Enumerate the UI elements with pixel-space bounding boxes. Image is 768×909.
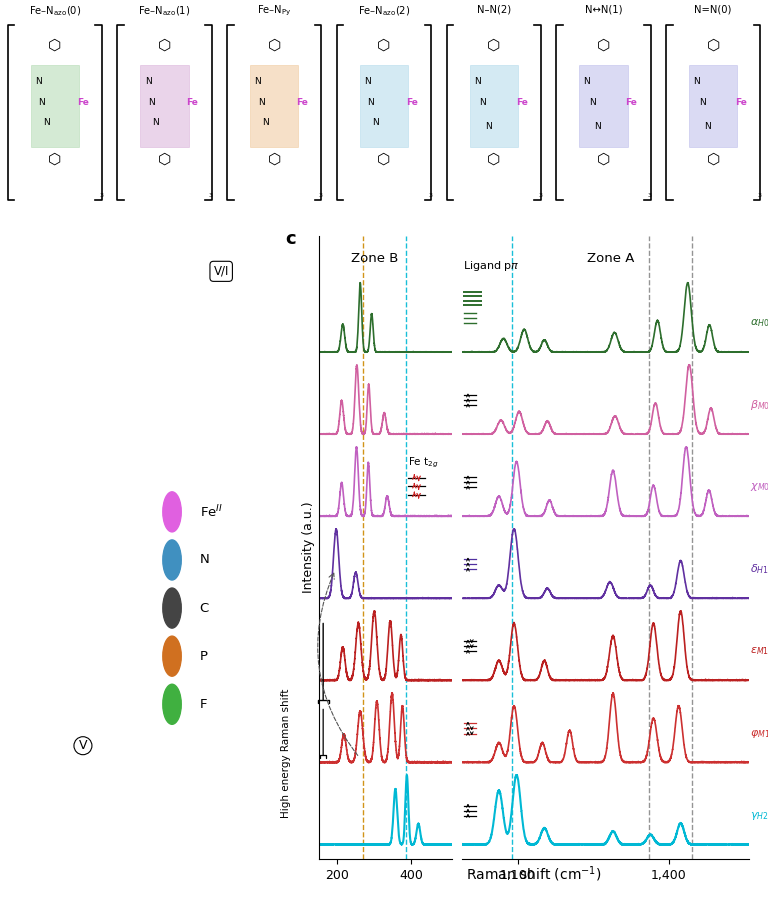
Text: $\beta_{M01}$: $\beta_{M01}$ [750,398,768,413]
Text: N: N [38,98,45,106]
Text: N: N [372,118,379,127]
Text: ⬡: ⬡ [487,152,501,167]
Text: $_3$: $_3$ [318,192,324,201]
Text: Fe: Fe [77,98,88,106]
Text: N: N [699,98,706,106]
Text: $\alpha_{H0}$: $\alpha_{H0}$ [750,317,768,329]
Text: High energy Raman shift: High energy Raman shift [281,688,292,818]
Text: N: N [589,98,596,106]
Text: Fe$^{II}$: Fe$^{II}$ [200,504,223,520]
Circle shape [163,492,181,532]
Text: Raman shift (cm$^{-1}$): Raman shift (cm$^{-1}$) [466,864,601,884]
Text: $\varepsilon_{M12}$: $\varepsilon_{M12}$ [750,645,768,657]
Circle shape [163,588,181,628]
Text: N: N [367,98,374,106]
Text: ⬡: ⬡ [267,152,281,167]
Text: ⬡: ⬡ [377,152,391,167]
Text: N: N [262,118,269,127]
Text: N: N [258,98,264,106]
Circle shape [163,540,181,580]
Text: $\chi_{M01}$: $\chi_{M01}$ [750,482,768,494]
Text: N: N [148,98,155,106]
Bar [689,65,737,147]
Text: Fe: Fe [625,98,637,106]
Text: Fe–N$_{\rm azo}$(0): Fe–N$_{\rm azo}$(0) [28,5,81,17]
Text: $\gamma_{H2}$: $\gamma_{H2}$ [750,810,768,822]
Text: F: F [200,698,207,711]
Circle shape [163,684,181,724]
Bar [31,65,79,147]
Text: ⬡: ⬡ [377,37,391,53]
Text: N: N [144,77,151,86]
Text: N: N [594,123,601,131]
Text: C: C [200,602,209,614]
Text: N: N [152,118,159,127]
Text: Fe t$_{2g}$: Fe t$_{2g}$ [408,456,439,470]
Bar [250,65,299,147]
Text: $_3$: $_3$ [647,192,653,201]
Text: Ligand p$\pi$: Ligand p$\pi$ [463,259,520,273]
Text: N: N [485,123,492,131]
Bar [469,65,518,147]
Text: ⬡: ⬡ [158,37,171,53]
Text: ⬡: ⬡ [48,152,61,167]
Text: $\delta_{H1}$: $\delta_{H1}$ [750,563,768,576]
Text: N↔N(1): N↔N(1) [584,5,622,15]
Text: $_3$: $_3$ [428,192,433,201]
Text: ⬡: ⬡ [707,37,720,53]
Text: N: N [43,118,49,127]
Text: N: N [254,77,261,86]
Text: $_3$: $_3$ [208,192,214,201]
Bar [141,65,189,147]
Text: N: N [704,123,711,131]
Text: Fe: Fe [187,98,198,106]
Text: P: P [200,650,207,663]
Text: ⬡: ⬡ [707,152,720,167]
Text: Fe: Fe [406,98,418,106]
Text: V: V [78,739,88,753]
Text: N: N [479,98,486,106]
Text: N: N [694,77,700,86]
Text: ⬡: ⬡ [48,37,61,53]
Text: c: c [286,230,296,248]
Text: ⬡: ⬡ [267,37,281,53]
Text: N–N(2): N–N(2) [477,5,511,15]
Text: ⬡: ⬡ [487,37,501,53]
Text: N=N(0): N=N(0) [694,5,732,15]
Text: ⬡: ⬡ [597,37,610,53]
Text: Fe: Fe [515,98,528,106]
Text: $_3$: $_3$ [99,192,104,201]
Text: Fe: Fe [735,98,747,106]
Bar [579,65,627,147]
Text: Fe–N$_{\rm azo}$(1): Fe–N$_{\rm azo}$(1) [138,5,190,17]
Text: $_3$: $_3$ [757,192,763,201]
Text: N: N [35,77,41,86]
Text: Fe–N$_{\rm Py}$: Fe–N$_{\rm Py}$ [257,5,292,18]
Text: ⬡: ⬡ [158,152,171,167]
Text: N: N [364,77,371,86]
Bar [360,65,408,147]
Text: Fe–N$_{\rm azo}$(2): Fe–N$_{\rm azo}$(2) [358,5,410,17]
Y-axis label: Intensity (a.u.): Intensity (a.u.) [302,502,315,594]
Text: $_3$: $_3$ [538,192,543,201]
Text: N: N [200,554,210,566]
Text: Zone B: Zone B [351,252,399,265]
Text: Zone A: Zone A [588,252,635,265]
Text: V/I: V/I [214,265,229,278]
Text: N: N [474,77,481,86]
Text: Fe: Fe [296,98,308,106]
Text: ⬡: ⬡ [597,152,610,167]
Circle shape [163,636,181,676]
Text: N: N [584,77,591,86]
Text: $\varphi_{M12}$: $\varphi_{M12}$ [750,727,768,740]
